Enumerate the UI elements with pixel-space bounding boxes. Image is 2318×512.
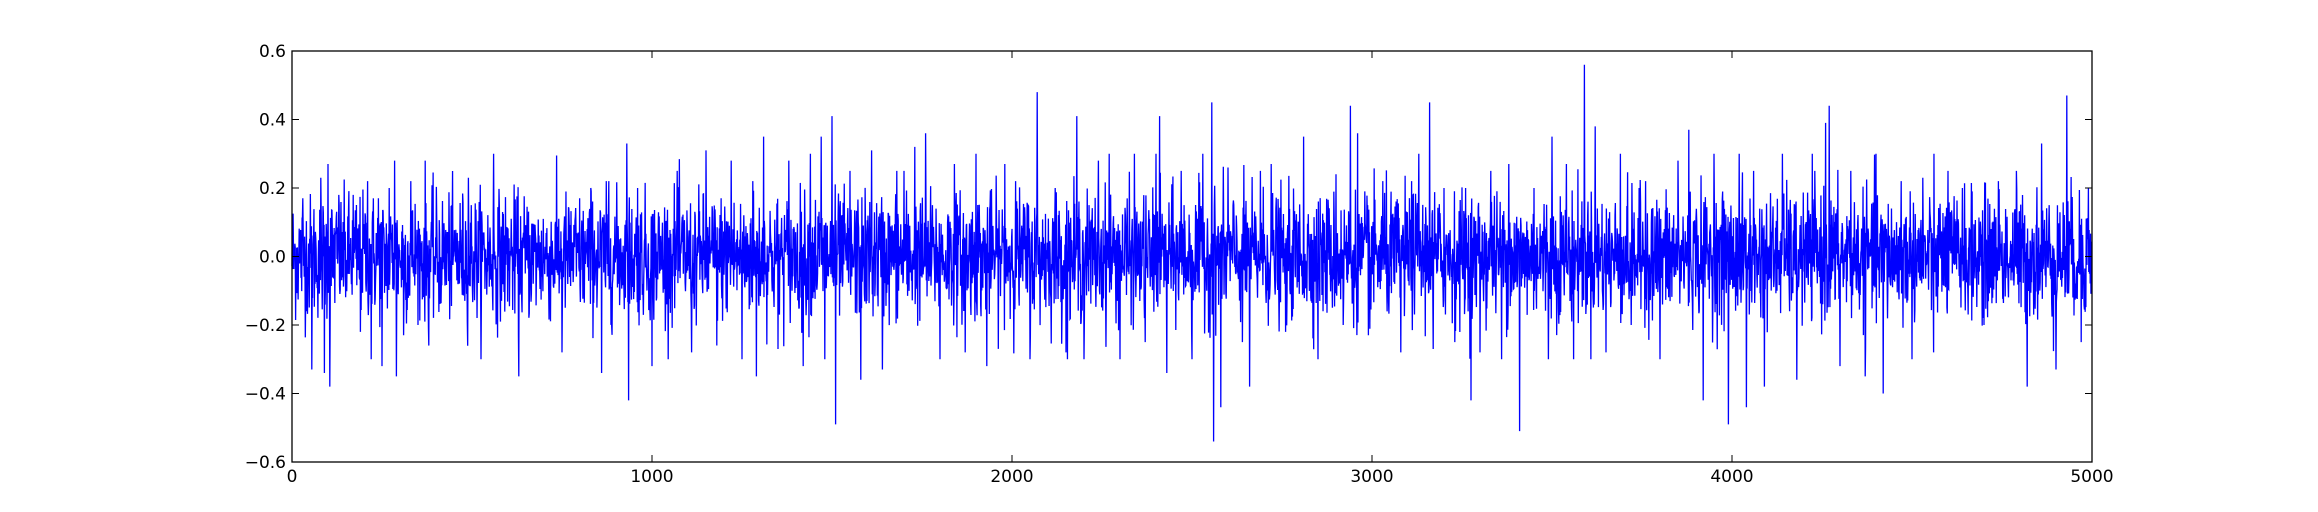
y-axis: 0.6 0.4 0.2 0.0 −0.2 −0.4 −0.6 bbox=[245, 42, 2092, 473]
y-tick-label: 0.0 bbox=[259, 248, 286, 268]
x-tick-label: 2000 bbox=[990, 467, 1033, 487]
x-tick-label: 3000 bbox=[1350, 467, 1393, 487]
y-tick-label: 0.4 bbox=[259, 111, 286, 131]
x-axis: 0 1000 2000 3000 4000 5000 bbox=[287, 51, 2114, 487]
y-tick-label: 0.6 bbox=[259, 42, 286, 62]
x-tick-label: 5000 bbox=[2070, 467, 2113, 487]
y-tick-label: −0.2 bbox=[245, 316, 286, 336]
x-tick-label: 4000 bbox=[1710, 467, 1753, 487]
series-line bbox=[291, 64, 2093, 442]
y-tick-label: −0.4 bbox=[245, 385, 286, 405]
y-tick-label: −0.6 bbox=[245, 453, 286, 473]
x-tick-label: 1000 bbox=[630, 467, 673, 487]
y-tick-label: 0.2 bbox=[259, 179, 286, 199]
x-tick-label: 0 bbox=[287, 467, 298, 487]
